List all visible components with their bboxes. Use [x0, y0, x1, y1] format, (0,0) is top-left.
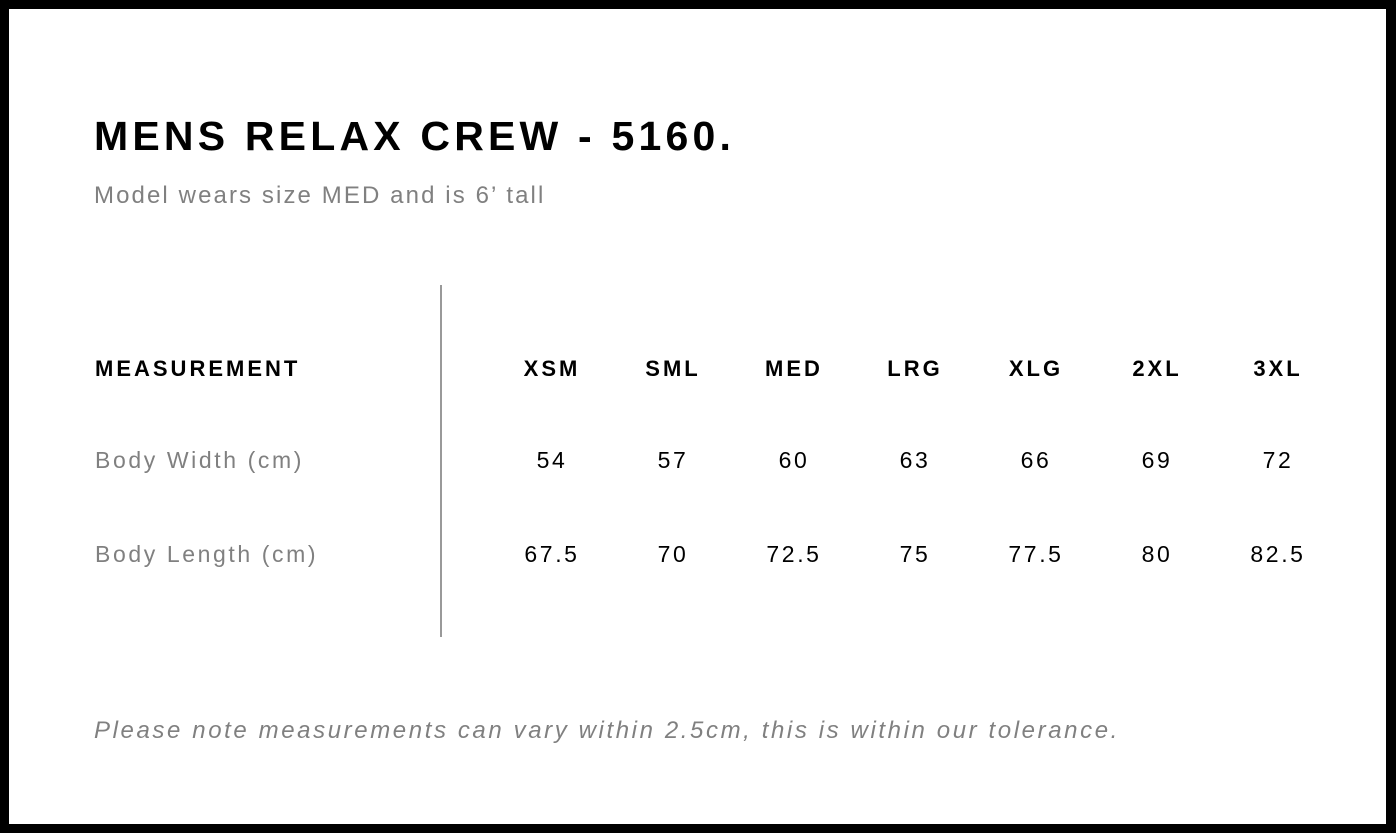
- table-cell: 60: [778, 447, 810, 473]
- size-chart-card: MENS RELAX CREW - 5160. Model wears size…: [9, 9, 1386, 824]
- row-label-body-length: Body Length (cm): [95, 541, 319, 567]
- table-cell: 69: [1141, 447, 1173, 473]
- size-header: XLG: [1008, 356, 1064, 381]
- size-header: 3XL: [1253, 356, 1303, 381]
- table-cell: 57: [657, 447, 689, 473]
- table-cell: 77.5: [1008, 541, 1064, 567]
- size-header: 2XL: [1132, 356, 1182, 381]
- table-cell: 70: [657, 541, 689, 567]
- size-header: XSM: [523, 356, 581, 381]
- table-cell: 54: [536, 447, 568, 473]
- table-cell: 67.5: [524, 541, 580, 567]
- measurement-header: MEASUREMENT: [95, 356, 301, 381]
- tolerance-note: Please note measurements can vary within…: [94, 717, 1120, 744]
- size-header: SML: [645, 356, 701, 381]
- table-cell: 82.5: [1250, 541, 1306, 567]
- column-divider: [440, 285, 442, 637]
- subtitle: Model wears size MED and is 6’ tall: [94, 182, 546, 209]
- row-label-body-width: Body Width (cm): [95, 447, 304, 473]
- table-cell: 75: [899, 541, 931, 567]
- table-cell: 63: [899, 447, 931, 473]
- table-cell: 72.5: [766, 541, 822, 567]
- table-cell: 66: [1020, 447, 1052, 473]
- page-title: MENS RELAX CREW - 5160.: [94, 113, 736, 159]
- size-header: LRG: [887, 356, 943, 381]
- table-cell: 80: [1141, 541, 1173, 567]
- size-header: MED: [765, 356, 823, 381]
- table-cell: 72: [1262, 447, 1294, 473]
